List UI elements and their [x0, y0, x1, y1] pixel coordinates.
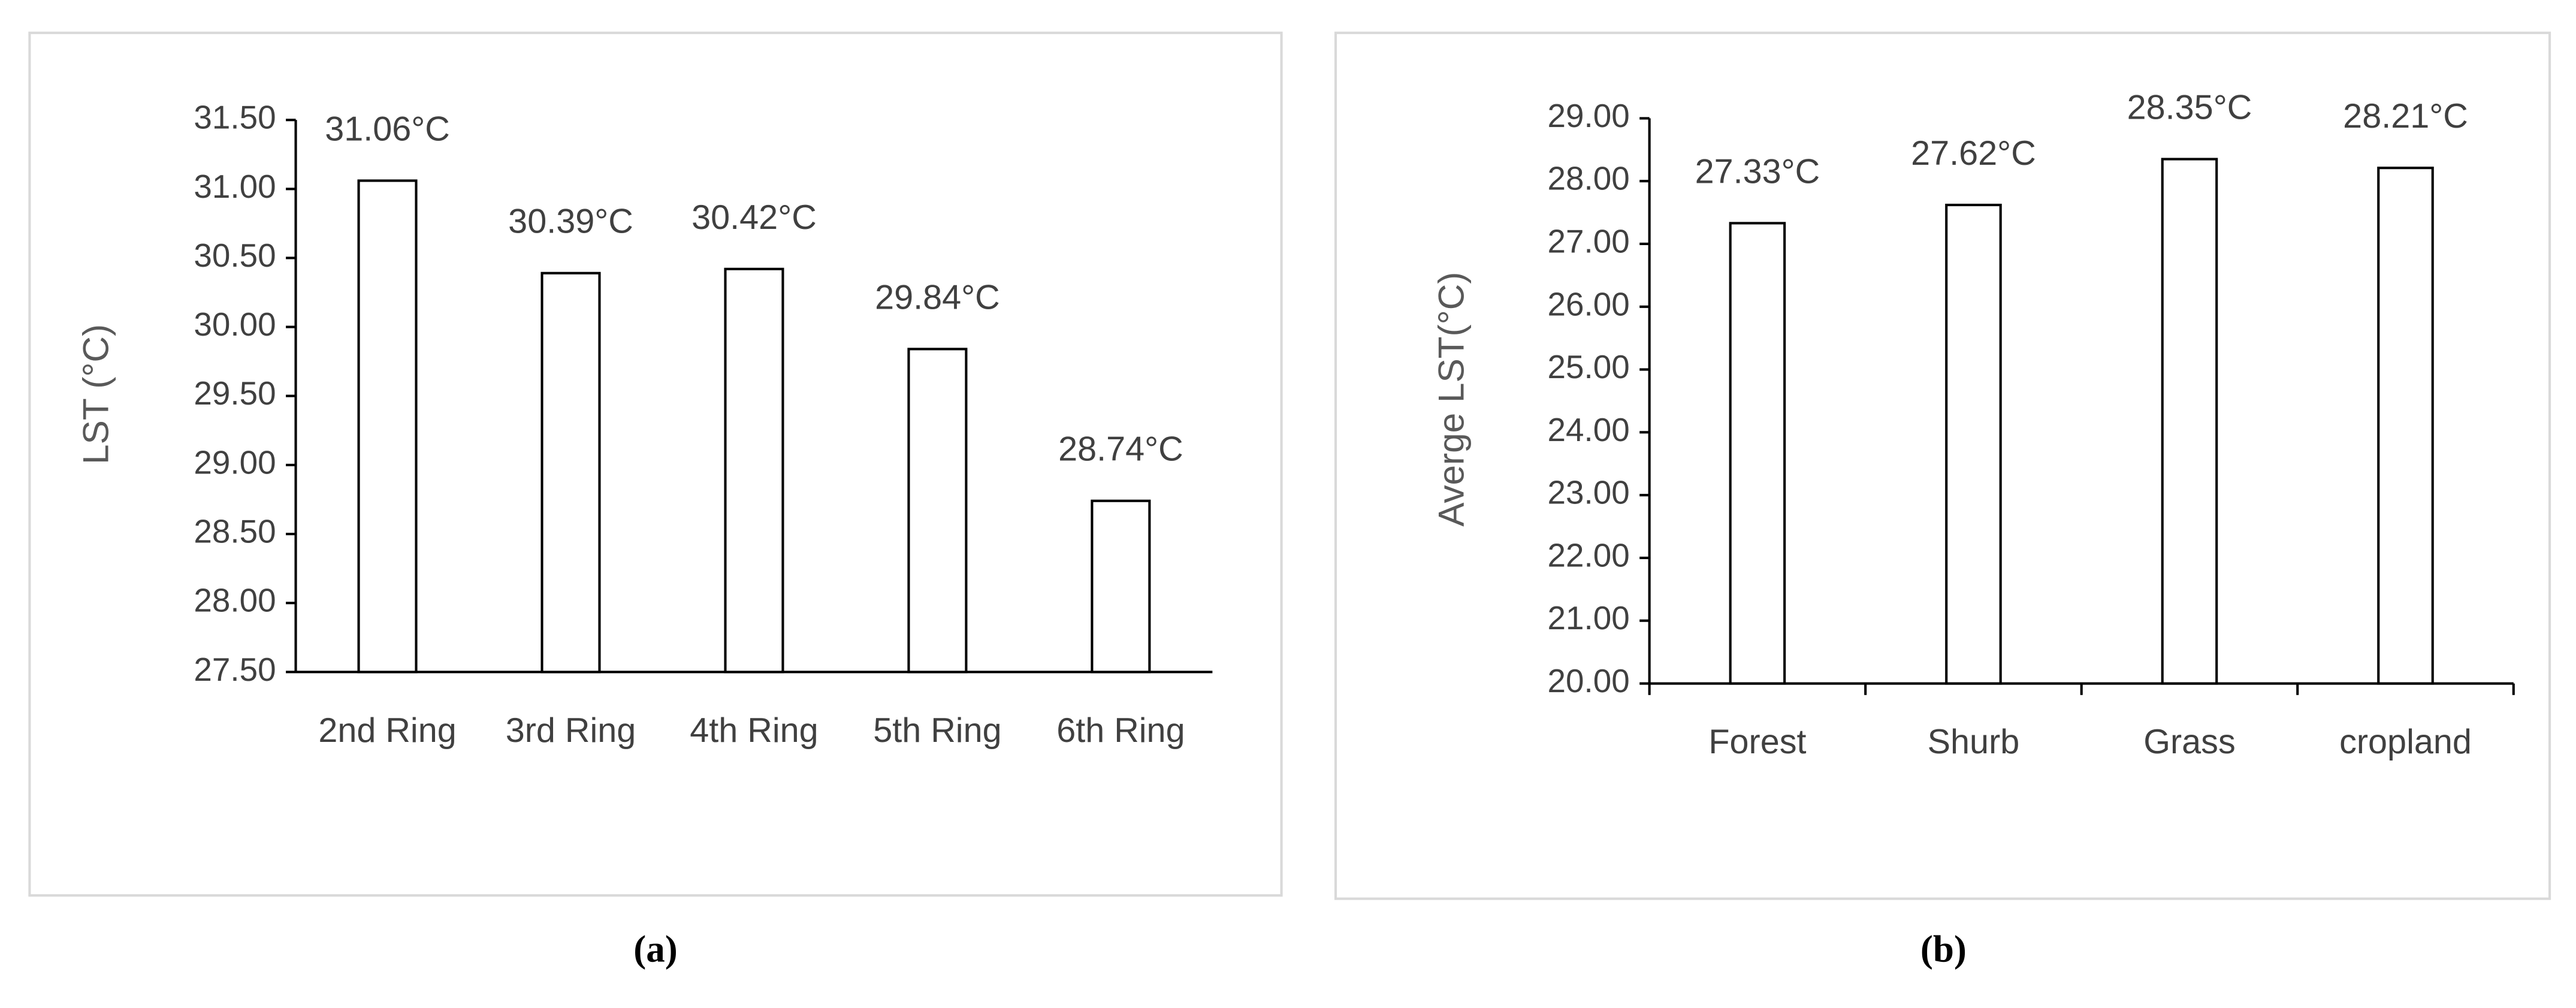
caption: (a) [633, 928, 678, 970]
y-axis-label: LST (°C) [75, 324, 116, 464]
x-tick-label: Forest [1708, 723, 1806, 761]
y-tick-label: 27.00 [1548, 222, 1630, 259]
y-tick-label: 29.50 [194, 375, 276, 412]
bar [1729, 222, 1786, 685]
x-tick-label: 2nd Ring [318, 711, 456, 750]
bar [2377, 167, 2434, 685]
value-label: 31.06°C [325, 110, 450, 148]
y-tick-label: 30.50 [194, 237, 276, 274]
y-tick-label: 31.00 [194, 168, 276, 205]
bar [540, 271, 601, 674]
caption: (b) [1920, 928, 1967, 970]
value-label: 30.39°C [508, 203, 633, 241]
x-tick-label: 5th Ring [873, 711, 1001, 750]
value-label: 27.62°C [1911, 134, 2036, 173]
y-tick-label: 26.00 [1548, 285, 1630, 322]
y-tick-label: 25.00 [1548, 348, 1630, 385]
y-tick-label: 29.00 [194, 443, 276, 481]
y-tick-label: 22.00 [1548, 536, 1630, 574]
bar [1091, 499, 1151, 674]
bar [2161, 158, 2218, 685]
bar [724, 267, 784, 674]
panel-border [1334, 31, 2551, 900]
bar [1945, 203, 2002, 685]
y-tick-label: 24.00 [1548, 411, 1630, 448]
bar [357, 179, 418, 674]
y-axis-label: Averge LST(°C) [1430, 272, 1471, 527]
value-label: 29.84°C [875, 278, 1000, 316]
y-tick-label: 28.00 [194, 582, 276, 619]
value-label: 30.42°C [691, 198, 817, 237]
y-tick-label: 28.50 [194, 513, 276, 550]
y-tick-label: 30.00 [194, 306, 276, 343]
y-tick-label: 27.50 [194, 651, 276, 688]
y-tick-label: 29.00 [1548, 97, 1630, 134]
x-tick-label: 3rd Ring [506, 711, 636, 750]
value-label: 27.33°C [1695, 152, 1820, 191]
x-tick-label: Grass [2143, 723, 2236, 761]
value-label: 28.74°C [1058, 430, 1183, 469]
x-tick-label: 6th Ring [1056, 711, 1185, 750]
panel-border [28, 31, 1283, 897]
x-tick-label: Shurb [1928, 723, 2020, 761]
x-tick-label: 4th Ring [690, 711, 818, 750]
y-tick-label: 28.00 [1548, 160, 1630, 197]
y-tick-label: 21.00 [1548, 599, 1630, 636]
value-label: 28.21°C [2343, 97, 2468, 135]
bar [907, 348, 968, 674]
y-tick-label: 20.00 [1548, 662, 1630, 699]
y-tick-label: 23.00 [1548, 474, 1630, 511]
value-label: 28.35°C [2127, 88, 2252, 126]
y-tick-label: 31.50 [194, 99, 276, 136]
x-tick-label: cropland [2339, 723, 2472, 761]
